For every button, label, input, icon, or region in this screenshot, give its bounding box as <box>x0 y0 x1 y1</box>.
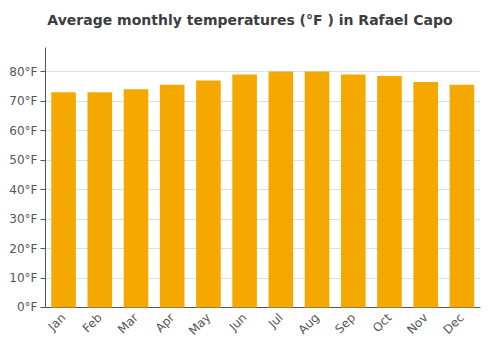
svg-text:10°F: 10°F <box>9 271 37 285</box>
svg-text:Aug: Aug <box>296 311 322 337</box>
svg-text:Average monthly temperatures (: Average monthly temperatures (°F ) in Ra… <box>47 12 453 28</box>
svg-text:May: May <box>186 311 213 338</box>
svg-text:Jul: Jul <box>265 311 286 332</box>
svg-text:Nov: Nov <box>404 311 430 337</box>
svg-text:70°F: 70°F <box>9 94 37 108</box>
svg-text:Feb: Feb <box>80 311 105 336</box>
svg-text:Jun: Jun <box>226 311 250 335</box>
svg-text:0°F: 0°F <box>17 300 38 314</box>
svg-text:Apr: Apr <box>153 310 178 335</box>
svg-text:Sep: Sep <box>332 311 358 337</box>
svg-text:Oct: Oct <box>370 310 395 335</box>
svg-text:50°F: 50°F <box>9 153 37 167</box>
svg-text:Mar: Mar <box>115 310 141 336</box>
svg-text:40°F: 40°F <box>9 183 37 197</box>
svg-text:60°F: 60°F <box>9 124 37 138</box>
svg-text:30°F: 30°F <box>9 212 37 226</box>
svg-text:Dec: Dec <box>441 311 467 337</box>
svg-text:20°F: 20°F <box>9 242 37 256</box>
svg-text:Jan: Jan <box>45 311 69 335</box>
svg-text:80°F: 80°F <box>9 65 37 79</box>
